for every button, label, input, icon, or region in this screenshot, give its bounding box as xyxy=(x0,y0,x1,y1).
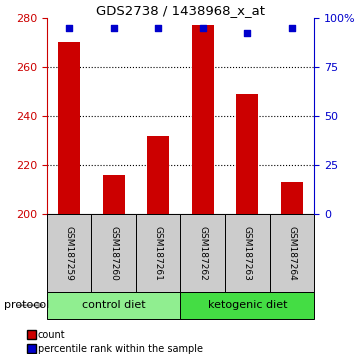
Bar xyxy=(58,42,80,214)
Text: count: count xyxy=(38,330,66,339)
Bar xyxy=(47,214,91,292)
Text: GSM187262: GSM187262 xyxy=(198,226,207,280)
Text: GSM187263: GSM187263 xyxy=(243,225,252,281)
Text: GSM187264: GSM187264 xyxy=(287,226,296,280)
Bar xyxy=(47,292,180,319)
Text: GSM187261: GSM187261 xyxy=(154,225,163,281)
Text: GSM187259: GSM187259 xyxy=(65,225,74,281)
Bar xyxy=(136,214,180,292)
Bar xyxy=(280,182,303,214)
Point xyxy=(111,25,117,30)
Point xyxy=(244,30,250,36)
Bar xyxy=(236,94,258,214)
Text: protocol: protocol xyxy=(4,300,49,310)
Bar xyxy=(225,214,270,292)
Text: percentile rank within the sample: percentile rank within the sample xyxy=(38,344,203,354)
Title: GDS2738 / 1438968_x_at: GDS2738 / 1438968_x_at xyxy=(96,4,265,17)
Point xyxy=(289,25,295,30)
Bar xyxy=(91,214,136,292)
Text: GSM187260: GSM187260 xyxy=(109,225,118,281)
Bar xyxy=(270,214,314,292)
Text: ketogenic diet: ketogenic diet xyxy=(208,300,287,310)
Point xyxy=(155,25,161,30)
Bar xyxy=(180,292,314,319)
Bar xyxy=(180,214,225,292)
Point xyxy=(66,25,72,30)
Point xyxy=(200,25,206,30)
Bar xyxy=(147,136,169,214)
Bar xyxy=(103,175,125,214)
Bar xyxy=(192,25,214,214)
Text: control diet: control diet xyxy=(82,300,145,310)
